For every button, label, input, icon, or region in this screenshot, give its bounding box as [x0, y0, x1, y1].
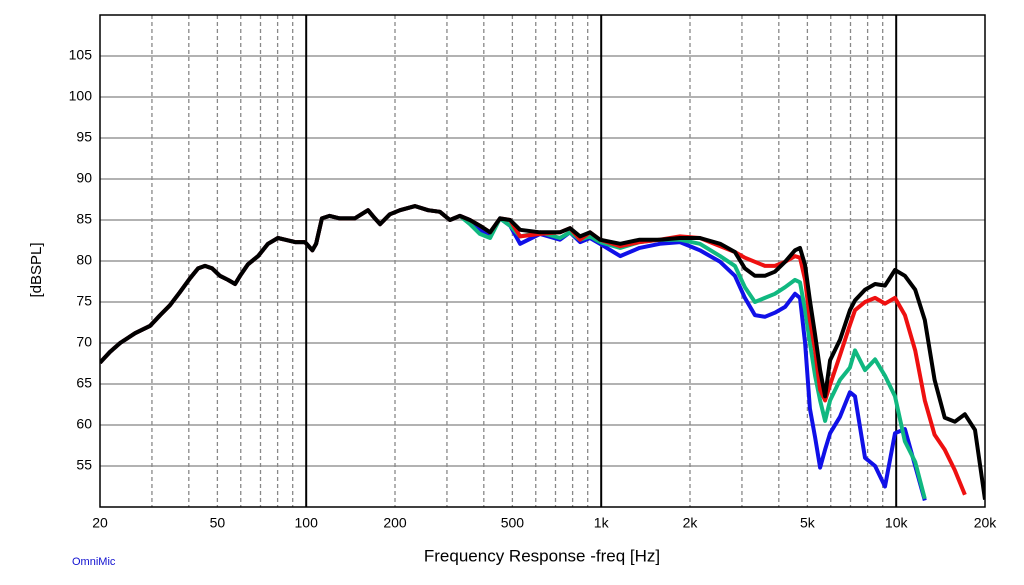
x-tick-label: 1k: [594, 515, 610, 531]
x-tick-label: 500: [501, 515, 525, 531]
x-tick-label: 50: [210, 515, 226, 531]
x-tick-label: 20k: [974, 515, 998, 531]
y-tick-label: 95: [76, 129, 92, 145]
x-tick-label: 200: [383, 515, 407, 531]
y-tick-label: 100: [69, 88, 93, 104]
plot-frame: [99, 14, 986, 508]
x-axis-label: Frequency Response -freq [Hz]: [424, 546, 660, 565]
y-tick-label: 90: [76, 170, 92, 186]
x-tick-label: 20: [92, 515, 108, 531]
y-tick-label: 85: [76, 211, 92, 227]
x-tick-label: 5k: [800, 515, 816, 531]
annotation: OmniMic: [72, 556, 116, 568]
y-tick-label: 70: [76, 334, 92, 350]
x-tick-label: 2k: [683, 515, 699, 531]
x-tick-label: 100: [295, 515, 319, 531]
y-tick-label: 80: [76, 252, 92, 268]
x-tick-label: 10k: [885, 515, 909, 531]
y-tick-label: 105: [69, 47, 93, 63]
y-tick-label: 75: [76, 293, 92, 309]
y-tick-label: 65: [76, 375, 92, 391]
y-tick-label: 55: [76, 457, 92, 473]
y-tick-label: 60: [76, 416, 92, 432]
y-axis-label: [dBSPL]: [28, 242, 45, 297]
series-line: [100, 204, 985, 500]
